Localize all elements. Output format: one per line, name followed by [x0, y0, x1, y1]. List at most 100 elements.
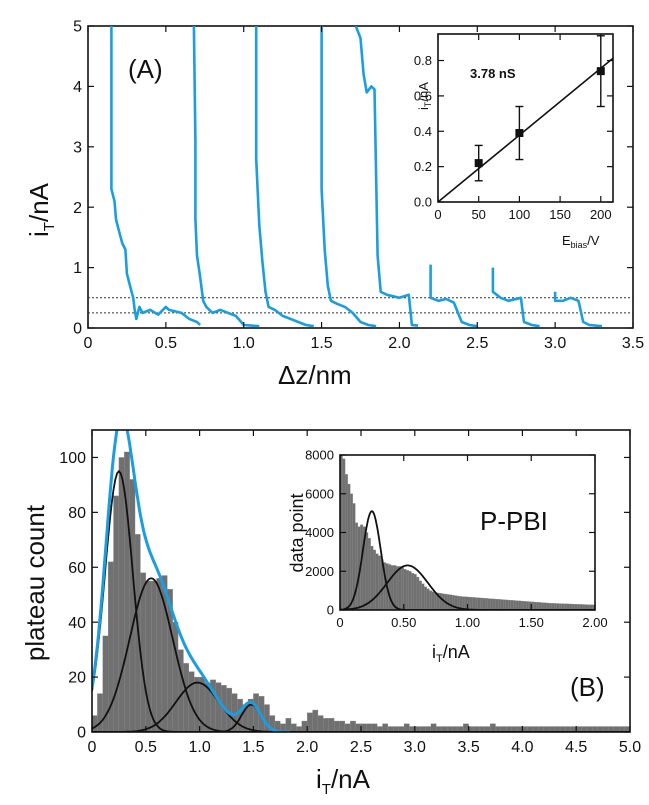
panel-b-bar [371, 723, 378, 732]
inset-b-bar [554, 603, 557, 610]
data-point-marker [596, 67, 605, 76]
panel-b-ticks: 0 0.5 1.0 1.5 2.0 2.5 3.0 3.5 4.0 4.5 5.0 0 20 40 60 80… [59, 430, 641, 756]
panel-b-bar [430, 723, 437, 732]
inset-a-y-label: iT/nA [416, 82, 433, 110]
inset-b-bar [500, 599, 504, 610]
panel-a-frame [87, 25, 634, 329]
inset-b-bar [510, 600, 514, 610]
panel-a-ytick-label: 4 [73, 79, 82, 96]
inset-b-bar [523, 601, 527, 610]
panel-b-bar [339, 720, 346, 732]
panel-b-bar [403, 723, 410, 732]
inset-b-bar [503, 599, 506, 610]
panel-a: 0 0.5 1.0 1.5 2.0 2.5 3.0 3.5 0 1 2 3 4 5 (A) Δz/nm i… [24, 19, 644, 390]
inset-b-bar [395, 566, 399, 610]
panel-b-cumulative-fit [92, 430, 290, 732]
inset-b-bar [490, 598, 494, 610]
inset-b-bar [434, 592, 438, 610]
panel-a-ytick-label: 5 [73, 19, 82, 36]
inset-b-xtick-label: 2.00 [582, 615, 607, 630]
inset-b-bar [469, 597, 473, 610]
inset-b-bar [548, 603, 552, 610]
inset-b-bar [508, 599, 511, 610]
panel-b-bar [463, 723, 469, 732]
inset-b-bar [426, 588, 430, 610]
panel-a-xtick-label: 2.5 [466, 335, 488, 352]
current-trace [110, 26, 202, 326]
inset-b-bar [546, 602, 550, 610]
panel-b-bar [156, 578, 163, 732]
inset-b-xtick-label: 0.50 [391, 615, 416, 630]
inset-b-bar [423, 586, 427, 610]
inset-b-bar [350, 493, 353, 610]
panel-b-ytick-label: 20 [68, 670, 86, 687]
panel-b-gaussian-fit [92, 681, 630, 732]
panel-b-bar [366, 723, 372, 732]
panel-b-bar [344, 723, 351, 732]
inset-a-xtick-label: 50 [471, 207, 485, 222]
inset-b-bar [538, 602, 542, 610]
inset-b-bar [513, 600, 517, 610]
inset-b-xtick-label: 0 [336, 615, 343, 630]
inset-b-bar [401, 567, 404, 610]
panel-a-xtick-label: 2.0 [388, 335, 410, 352]
conductance-fit-line [437, 57, 614, 203]
panel-b-bar [307, 712, 313, 732]
inset-b-bar [564, 603, 568, 610]
inset-b-bar [495, 599, 499, 610]
panel-b-bar [97, 693, 103, 732]
inset-b-bar [408, 571, 412, 610]
inset-b-y-label: data point [287, 493, 307, 572]
data-point-marker [474, 159, 483, 168]
panel-b-xtick-label: 0.5 [135, 739, 157, 756]
gaussian-fits [92, 430, 630, 732]
inset-b-bar [347, 483, 351, 610]
panel-b-bar [350, 720, 356, 732]
inset-b-bar [482, 598, 486, 610]
panel-a-ticks: 0 0.5 1.0 1.5 2.0 2.5 3.0 3.5 0 1 2 3 4 5 [73, 19, 644, 352]
inset-b-bar [559, 603, 562, 610]
panel-b-xtick-label: 0 [88, 739, 97, 756]
panel-a-xtick-label: 0 [84, 335, 93, 352]
inset-b-bar [372, 549, 376, 610]
inset-b-bar [541, 602, 545, 610]
panel-b-x-label: iT/nA [316, 764, 371, 798]
inset-b-bar [406, 570, 409, 610]
inset-b-bar [497, 599, 501, 610]
panel-b-bar [194, 676, 200, 732]
inset-b-bar [342, 458, 346, 610]
conductance-inset: 0 50 100 150 200 0.0 0.2 0.4 0.6 0.8 3.78 nS iT/n… [414, 33, 614, 250]
inset-b-bar [452, 595, 455, 610]
panel-b-xtick-label: 4.5 [565, 739, 587, 756]
panel-b-bar [360, 723, 367, 732]
inset-b-bar [378, 555, 381, 610]
inset-b-xtick-label: 1.50 [519, 615, 544, 630]
panel-b-bar [382, 723, 389, 732]
inset-b-bar [375, 553, 379, 610]
inset-b-bar [429, 590, 432, 610]
panel-b-bar [333, 720, 340, 732]
current-trace [429, 264, 478, 328]
inset-b-x-label: iT/nA [432, 642, 470, 665]
panel-a-xtick-label: 1.0 [233, 335, 255, 352]
inset-b-bar [367, 538, 371, 610]
inset-b-bar [398, 566, 402, 610]
inset-b-bar [520, 600, 524, 610]
inset-b-bar [556, 603, 560, 610]
panel-a-ytick-label: 3 [73, 139, 82, 156]
conductance-annotation: 3.78 nS [470, 66, 516, 81]
inset-b-bar [388, 564, 392, 610]
inset-b-bar [533, 601, 537, 610]
panel-b-bar [323, 718, 329, 732]
inset-b-ytick-label: 4000 [305, 525, 334, 540]
inset-b-xtick-label: 1.00 [455, 615, 480, 630]
inset-a-ytick-label: 0.0 [414, 195, 432, 210]
inset-a-ytick-label: 0.6 [414, 88, 432, 103]
polymer-annotation: P-PBI [480, 506, 548, 536]
panel-b-ytick-label: 100 [59, 450, 86, 467]
inset-a-ytick-label: 0.4 [414, 124, 432, 139]
panel-b-bar [253, 693, 259, 732]
inset-b-bar [526, 601, 529, 610]
inset-b-bar [355, 522, 358, 610]
panel-b-xtick-label: 1.5 [242, 739, 264, 756]
